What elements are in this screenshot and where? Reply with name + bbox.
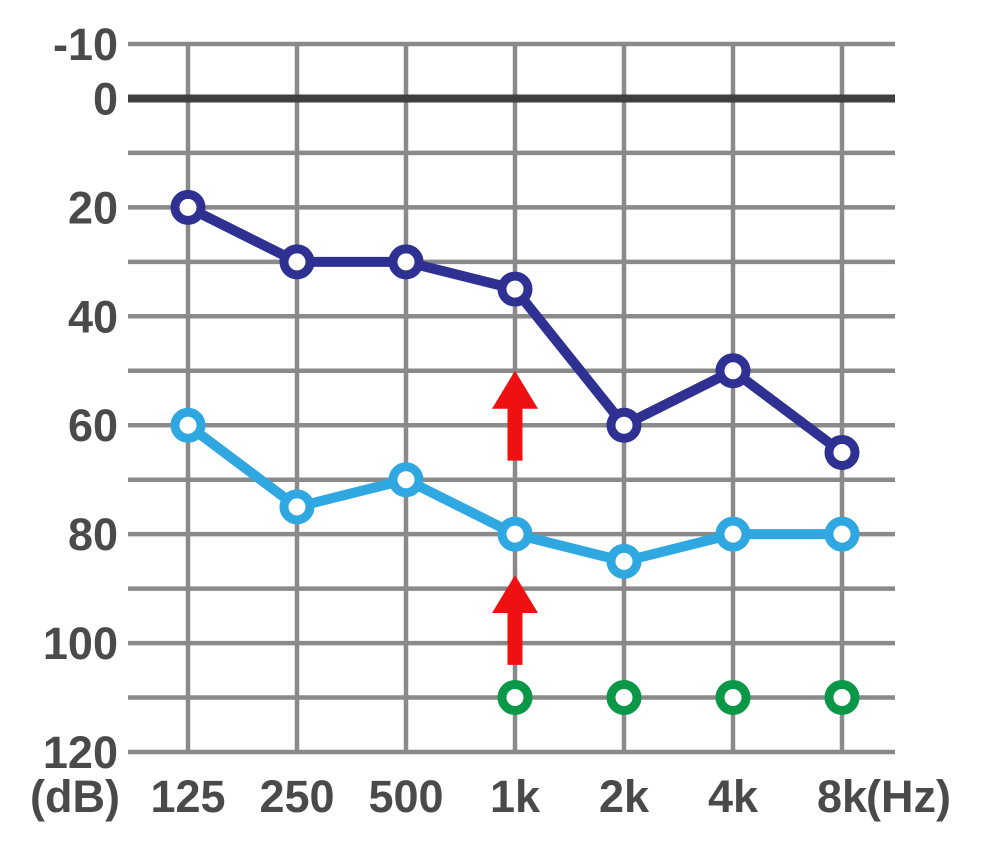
- x-tick-label-2k: 2k: [599, 771, 650, 822]
- navy-threshold-line-marker-125: [170, 189, 206, 225]
- x-axis-unit-label: (Hz): [866, 771, 951, 822]
- cyan-threshold-line-marker-4k: [715, 516, 751, 552]
- green-marker-row-marker-4k: [715, 680, 751, 716]
- navy-threshold-line-marker-500: [388, 244, 424, 280]
- y-tick-label--10: -10: [53, 19, 118, 70]
- y-tick-label-80: 80: [68, 509, 118, 560]
- navy-threshold-line-marker-8k: [824, 434, 860, 470]
- y-tick-label-40: 40: [68, 291, 118, 342]
- x-tick-label-1k: 1k: [490, 771, 541, 822]
- x-tick-label-8k: 8k: [817, 771, 868, 822]
- y-tick-label-100: 100: [43, 618, 118, 669]
- cyan-threshold-line-marker-500: [388, 462, 424, 498]
- cyan-threshold-line-marker-1k: [497, 516, 533, 552]
- navy-threshold-line-marker-2k: [606, 407, 642, 443]
- y-tick-label-20: 20: [68, 182, 118, 233]
- cyan-threshold-line-marker-125: [170, 407, 206, 443]
- x-tick-label-4k: 4k: [708, 771, 759, 822]
- x-tick-label-125: 125: [150, 771, 225, 822]
- x-tick-label-250: 250: [259, 771, 334, 822]
- navy-threshold-line-marker-1k: [497, 271, 533, 307]
- navy-threshold-line-marker-250: [279, 244, 315, 280]
- up-arrow-annotation-2: [492, 575, 538, 665]
- y-axis-unit-label: (dB): [30, 771, 120, 822]
- y-tick-label-0: 0: [93, 73, 118, 124]
- y-tick-label-120: 120: [43, 727, 118, 778]
- cyan-threshold-line-marker-8k: [824, 516, 860, 552]
- x-tick-label-500: 500: [368, 771, 443, 822]
- green-marker-row-marker-8k: [824, 680, 860, 716]
- cyan-threshold-line-marker-250: [279, 489, 315, 525]
- green-marker-row-marker-2k: [606, 680, 642, 716]
- y-tick-label-60: 60: [68, 400, 118, 451]
- cyan-threshold-line-marker-2k: [606, 543, 642, 579]
- up-arrow-annotation-1: [492, 370, 538, 461]
- navy-threshold-line-marker-4k: [715, 353, 751, 389]
- green-marker-row-marker-1k: [497, 680, 533, 716]
